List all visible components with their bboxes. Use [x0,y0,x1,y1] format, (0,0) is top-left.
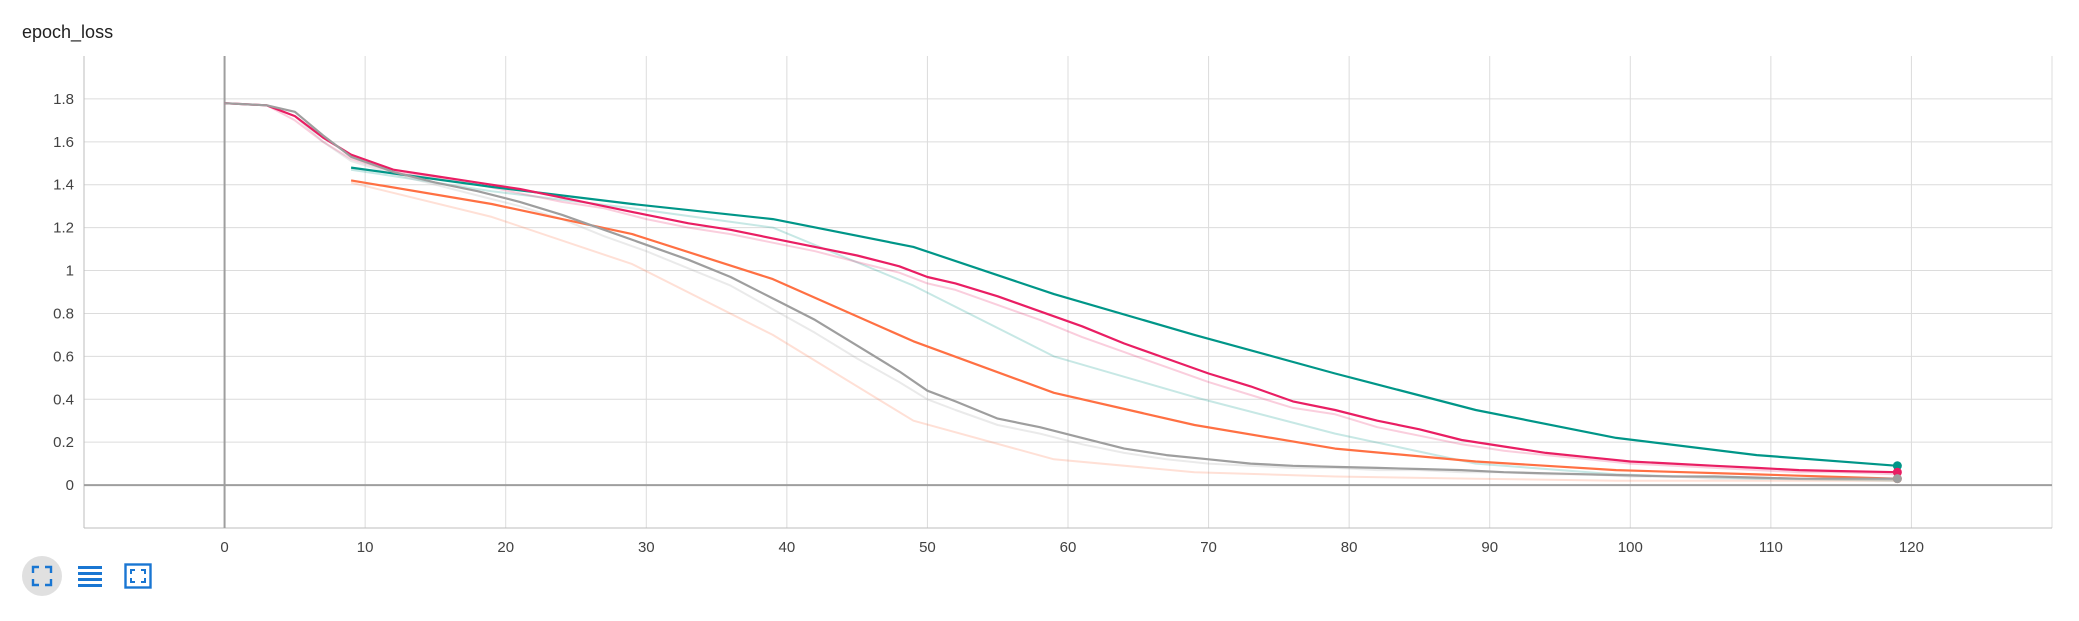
y-tick-label: 1.4 [53,177,74,194]
y-tick-label: 1.2 [53,220,74,237]
x-tick-label: 10 [357,539,374,556]
chart-title: epoch_loss [22,22,114,42]
x-tick-label: 30 [638,539,655,556]
series-end-markers [1892,461,1902,484]
grid-lines [83,56,2053,529]
raw-series-line-3 [224,102,1898,476]
series-line-2 [350,179,1898,480]
x-tick-label: 50 [919,539,936,556]
raw-series-lines [224,102,1898,482]
toggle-log-scale-button[interactable] [70,556,110,596]
y-tick-label: 0.2 [53,434,74,451]
x-tick-label: 80 [1341,539,1358,556]
series-end-marker-1[interactable] [1892,461,1902,471]
toggle-log-scale-icon [78,566,102,587]
x-tick-label: 100 [1618,539,1643,556]
series-line-4 [224,102,1898,480]
fullscreen-icon [31,565,53,587]
y-tick-label: 1.6 [53,134,74,151]
x-tick-label: 60 [1060,539,1077,556]
x-tick-label: 70 [1200,539,1217,556]
y-tick-label: 0 [66,477,74,494]
series-end-marker-4[interactable] [1892,474,1902,484]
axes [84,56,2052,528]
fit-domain-button[interactable] [118,556,158,596]
y-tick-label: 0.8 [53,305,74,322]
y-tick-labels: 0 0.2 0.4 0.6 0.8 1 1.2 1.4 1.6 1.8 [53,91,74,494]
x-tick-label: 0 [220,539,228,556]
fit-domain-icon [124,563,152,589]
series-line-3 [224,102,1898,474]
chart-toolbar [22,556,158,596]
x-tick-label: 110 [1759,539,1783,556]
y-tick-label: 0.6 [53,348,74,365]
raw-series-line-2 [350,181,1898,482]
x-tick-label: 20 [497,539,514,556]
x-tick-labels: 0 10 20 30 40 50 60 70 80 90 100 110 120 [220,539,1924,556]
y-tick-label: 1 [66,263,74,280]
smoothed-series-lines [224,102,1898,480]
series-line-1 [350,166,1898,467]
raw-series-line-4 [224,102,1898,481]
fullscreen-button[interactable] [22,556,62,596]
x-tick-label: 120 [1899,539,1924,556]
raw-series-line-1 [350,168,1898,482]
series-end-marker-3[interactable] [1892,467,1902,477]
x-tick-label: 40 [779,539,796,556]
y-tick-label: 1.8 [53,91,74,108]
x-tick-label: 90 [1481,539,1498,556]
y-tick-label: 0.4 [53,391,74,408]
